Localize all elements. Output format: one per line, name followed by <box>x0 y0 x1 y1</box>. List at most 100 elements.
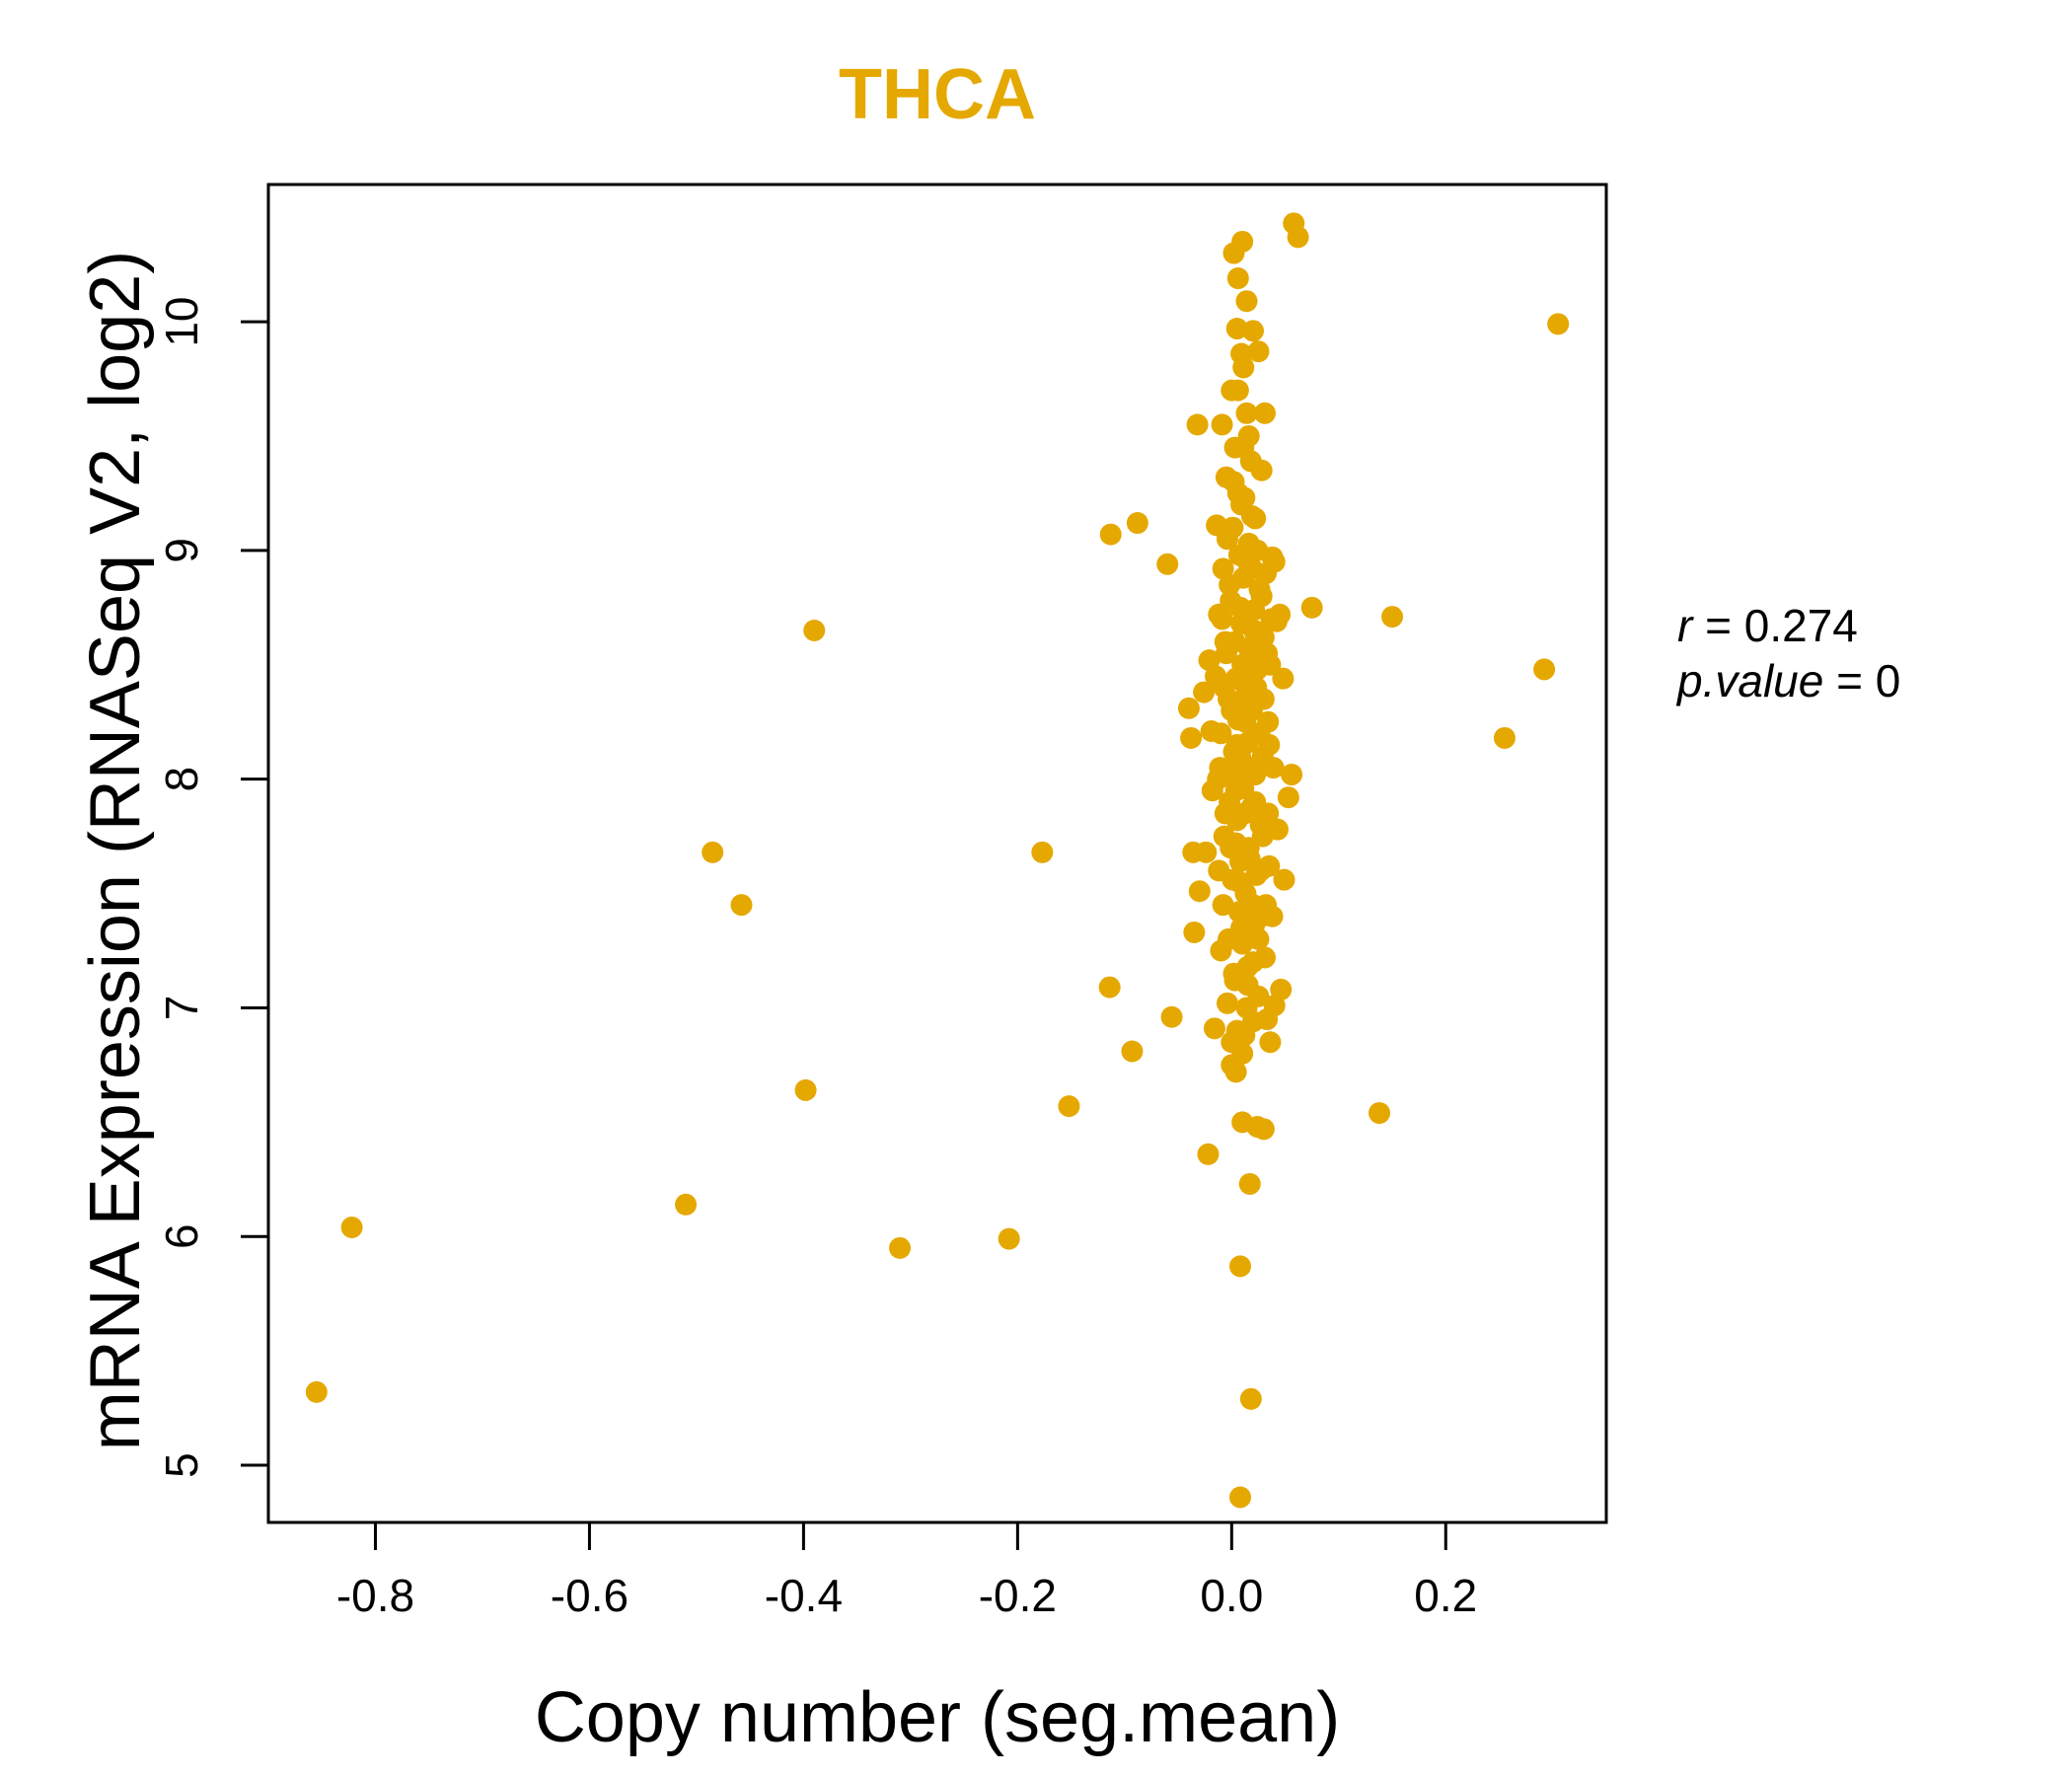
data-point <box>1195 841 1218 863</box>
chart-title: THCA <box>839 55 1036 134</box>
p-value: 0 <box>1875 655 1901 706</box>
data-point <box>1231 1042 1254 1065</box>
data-point <box>1230 493 1253 516</box>
data-point <box>1221 516 1244 539</box>
p-label: p.value <box>1677 655 1824 706</box>
data-point <box>1203 1017 1225 1040</box>
data-point <box>1177 697 1200 719</box>
data-points <box>305 212 1570 1509</box>
data-point <box>702 841 724 863</box>
data-point <box>1250 585 1273 608</box>
x-axis: -0.8 -0.6 -0.4 -0.2 0.0 0.2 <box>336 1520 1477 1621</box>
y-tick-label: 7 <box>156 996 207 1021</box>
y-axis: 5 6 7 8 9 10 <box>156 296 270 1478</box>
data-point <box>1281 764 1303 786</box>
data-point <box>1235 402 1258 424</box>
data-point <box>1252 1118 1275 1141</box>
data-point <box>1369 1102 1391 1125</box>
p-annotation: p.value = 0 <box>1677 655 1901 706</box>
data-point <box>1121 1040 1144 1063</box>
data-point <box>1261 905 1284 927</box>
y-tick-label: 5 <box>156 1452 207 1478</box>
data-point <box>1239 1387 1262 1410</box>
data-point <box>1238 665 1261 688</box>
data-point <box>1226 379 1249 402</box>
x-tick-label: -0.2 <box>979 1570 1057 1621</box>
data-point <box>1211 413 1233 436</box>
data-point <box>1188 880 1211 903</box>
x-tick-label: 0.0 <box>1200 1570 1263 1621</box>
data-point <box>305 1380 328 1403</box>
data-point <box>1225 318 1248 340</box>
x-tick-label: -0.4 <box>765 1570 843 1621</box>
data-point <box>1287 226 1309 249</box>
data-point <box>1547 313 1570 335</box>
data-point <box>1249 649 1272 672</box>
data-point <box>1244 630 1267 653</box>
data-point <box>1240 557 1263 580</box>
y-axis-label: mRNA Expression (RNASeq V2, log2) <box>76 250 155 1451</box>
data-point <box>1225 1019 1248 1042</box>
data-point <box>1099 523 1122 546</box>
data-point <box>1156 553 1179 575</box>
data-point <box>1250 459 1273 481</box>
data-point <box>1260 608 1283 630</box>
r-annotation: r = 0.274 <box>1677 600 1858 651</box>
data-point <box>1272 667 1295 690</box>
data-point <box>1300 596 1323 619</box>
r-label: r <box>1677 600 1693 651</box>
data-point <box>1237 424 1260 447</box>
data-point <box>1219 757 1241 779</box>
data-point <box>1212 894 1234 917</box>
data-point <box>1247 927 1270 950</box>
data-point <box>889 1236 912 1259</box>
data-point <box>998 1227 1020 1250</box>
r-value: 0.274 <box>1743 600 1858 651</box>
data-point <box>1228 1255 1251 1278</box>
data-point <box>1270 978 1293 1000</box>
data-point <box>675 1193 698 1216</box>
data-point <box>1235 901 1258 924</box>
data-point <box>1236 974 1259 997</box>
data-point <box>1213 676 1235 699</box>
data-point <box>1242 951 1265 974</box>
data-point <box>1242 320 1265 342</box>
data-point <box>1227 870 1250 893</box>
data-point <box>1228 596 1251 619</box>
data-point <box>1216 992 1238 1014</box>
data-point <box>1233 688 1256 710</box>
y-tick-label: 6 <box>156 1223 207 1249</box>
data-point <box>1231 230 1254 253</box>
data-point <box>1214 802 1236 825</box>
data-point <box>1493 726 1516 749</box>
data-point <box>1186 413 1209 436</box>
y-tick-label: 8 <box>156 767 207 792</box>
data-point <box>1219 573 1241 596</box>
data-point <box>1235 997 1258 1019</box>
data-point <box>1262 757 1285 779</box>
data-point <box>1258 733 1281 756</box>
data-point <box>1226 267 1249 290</box>
data-point <box>1381 606 1404 629</box>
data-point <box>1058 1095 1080 1118</box>
x-tick-label: -0.8 <box>336 1570 414 1621</box>
x-tick-label: 0.2 <box>1414 1570 1477 1621</box>
data-point <box>1223 630 1246 653</box>
data-point <box>1235 290 1258 313</box>
data-point <box>1180 726 1203 749</box>
data-point <box>1232 356 1255 379</box>
x-tick-label: -0.6 <box>551 1570 629 1621</box>
data-point <box>1249 859 1272 882</box>
data-point <box>1251 825 1274 848</box>
data-point <box>1257 802 1280 825</box>
data-point <box>1222 471 1245 493</box>
data-point <box>730 894 753 917</box>
data-point <box>1252 688 1275 710</box>
data-point <box>1160 1005 1183 1028</box>
data-point <box>1228 1486 1251 1509</box>
data-point <box>1238 1172 1261 1195</box>
data-point <box>803 620 826 641</box>
x-axis-label: Copy number (seg.mean) <box>534 1678 1341 1757</box>
data-point <box>1193 681 1216 703</box>
data-point <box>1126 512 1148 535</box>
